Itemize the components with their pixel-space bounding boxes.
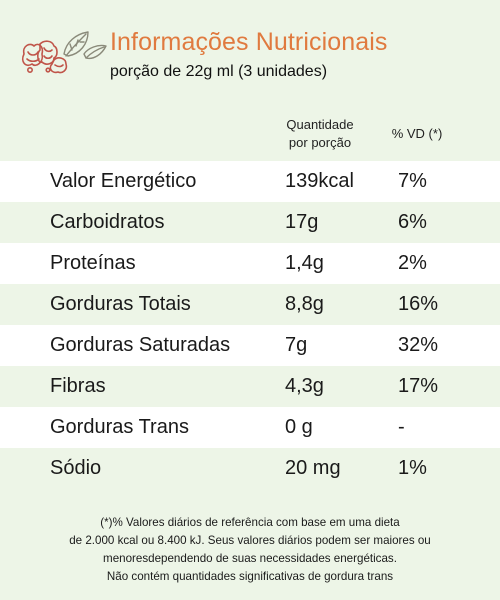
- nutrient-quantity: 1,4g: [285, 252, 324, 274]
- nutrient-name: Valor Energético: [50, 170, 197, 192]
- header: Informações Nutricionais porção de 22g m…: [0, 0, 500, 110]
- nutrient-name: Carboidratos: [50, 211, 165, 233]
- nutrient-name: Fibras: [50, 375, 106, 397]
- nutrient-quantity: 0 g: [285, 416, 313, 438]
- nutrient-vd: 32%: [398, 334, 439, 356]
- nutrient-vd: 7%: [398, 170, 427, 192]
- nutrient-name: Gorduras Saturadas: [50, 334, 231, 356]
- nutrient-name: Proteínas: [50, 252, 136, 274]
- nutrition-table: Valor Energético 139kcal 7% Carboidratos…: [0, 161, 500, 489]
- nutrient-name: Sódio: [50, 457, 102, 479]
- nutrient-name: Gorduras Trans: [50, 416, 189, 438]
- serving-size: porção de 22g ml (3 unidades): [110, 63, 328, 80]
- footnote-line: menoresdependendo de suas necessidades e…: [103, 552, 397, 565]
- quantity-header-line2: por porção: [288, 135, 352, 150]
- nutrient-vd: -: [398, 416, 405, 438]
- table-row: Proteínas 1,4g 2%: [0, 243, 500, 284]
- table-row: Carboidratos 17g 6%: [0, 202, 500, 243]
- page-title: Informações Nutricionais: [110, 28, 388, 56]
- footnote-line: de 2.000 kcal ou 8.400 kJ. Seus valores …: [69, 534, 431, 547]
- nutrient-quantity: 8,8g: [285, 293, 324, 315]
- nutrient-quantity: 17g: [285, 211, 319, 233]
- nutrient-quantity: 7g: [285, 334, 308, 356]
- table-row: Valor Energético 139kcal 7%: [0, 161, 500, 202]
- table-row: Gorduras Totais 8,8g 16%: [0, 284, 500, 325]
- nutrient-quantity: 20 mg: [285, 457, 341, 479]
- table-row: Sódio 20 mg 1%: [0, 448, 500, 489]
- nutrient-vd: 1%: [398, 457, 427, 479]
- nutrient-quantity: 139kcal: [285, 170, 354, 192]
- footnote: (*)% Valores diários de referência com b…: [20, 514, 480, 586]
- nutrient-vd: 6%: [398, 211, 427, 233]
- table-row: Gorduras Trans 0 g -: [0, 407, 500, 448]
- table-row: Fibras 4,3g 17%: [0, 366, 500, 407]
- footnote-line: (*)% Valores diários de referência com b…: [100, 516, 400, 529]
- vd-column-header: % VD (*): [391, 126, 443, 141]
- footnote-line: Não contém quantidades significativas de…: [106, 570, 394, 583]
- quantity-header-line1: Quantidade: [286, 117, 354, 132]
- nutrient-vd: 2%: [398, 252, 427, 274]
- table-row: Gorduras Saturadas 7g 32%: [0, 325, 500, 366]
- nutrient-vd: 16%: [398, 293, 439, 315]
- nuts-and-leaves-icon: [21, 31, 107, 74]
- nutrient-vd: 17%: [398, 375, 439, 397]
- nutrient-quantity: 4,3g: [285, 375, 324, 397]
- quantity-column-header: Quantidade por porção: [270, 116, 370, 152]
- nutrient-name: Gorduras Totais: [50, 293, 191, 315]
